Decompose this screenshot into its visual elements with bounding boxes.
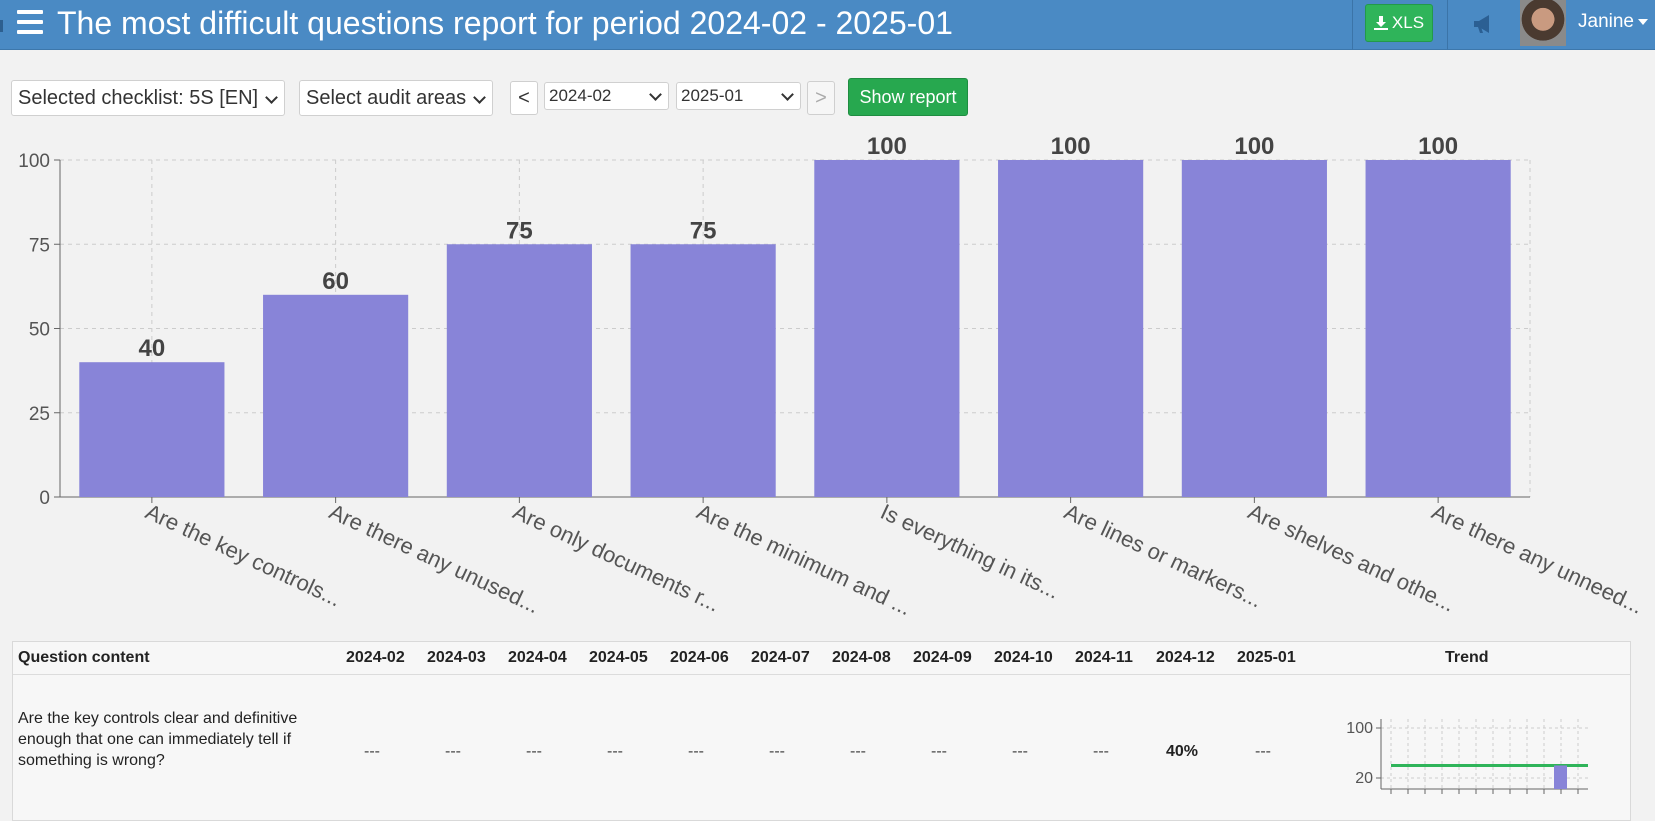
question-content-cell: Are the key controls clear and definitiv… (18, 710, 298, 769)
chevron-down-icon (1638, 18, 1648, 25)
x-tick-label: Are lines or markers... (1061, 499, 1267, 613)
sidebar-edge-indicator[interactable] (0, 20, 3, 32)
column-header: 2024-12 (1156, 649, 1215, 666)
table-cell: --- (1255, 743, 1271, 760)
checklist-select[interactable]: Selected checklist: 5S [EN] (11, 80, 286, 116)
top-navbar: The most difficult questions report for … (0, 0, 1655, 50)
table-cell: 40% (1165, 743, 1199, 760)
y-tick-label: 50 (29, 320, 50, 341)
xls-label: XLS (1391, 13, 1425, 32)
table-cell: --- (931, 743, 947, 760)
table-cell: --- (1093, 743, 1109, 760)
column-header: Question content (18, 649, 150, 666)
y-tick-label: 25 (29, 404, 50, 425)
table-cell: --- (1012, 743, 1028, 760)
column-header: 2024-11 (1075, 649, 1133, 666)
column-header: 2024-05 (589, 649, 648, 666)
download-icon (1373, 16, 1388, 30)
column-header: 2024-08 (832, 649, 891, 666)
show-report-button[interactable]: Show report (848, 78, 968, 116)
column-header: 2024-02 (346, 649, 405, 666)
xls-export-button[interactable]: XLS (1365, 4, 1433, 42)
audit-areas-select-value: Select audit areas (306, 87, 467, 109)
table-cell: --- (445, 743, 461, 760)
column-header: 2024-07 (751, 649, 810, 666)
x-tick-label: Are there any unneed... (1428, 499, 1647, 619)
bar (630, 244, 776, 497)
bar (1181, 160, 1327, 497)
user-menu[interactable]: Janine (1578, 11, 1648, 33)
avatar[interactable] (1520, 0, 1566, 46)
bar (446, 244, 592, 497)
bar-value-label: 100 (1234, 133, 1274, 160)
x-tick-label: Are the key controls... (142, 499, 345, 612)
period-from-value: 2024-02 (549, 86, 612, 105)
difficult-questions-bar-chart: 0 25 50 75 100 40 Are the key controls... 60 Are… (18, 133, 1647, 620)
y-tick-label: 100 (18, 151, 50, 172)
page-title: The most difficult questions report for … (57, 5, 953, 41)
navbar-divider (1447, 0, 1448, 50)
table-row: Are the key controls clear and definitiv… (13, 675, 1630, 815)
table-header: Question content 2024-02 2024-03 2024-04 202… (13, 642, 1630, 675)
hamburger-icon[interactable] (17, 10, 43, 34)
chevron-down-icon (649, 88, 662, 101)
period-to-select[interactable]: 2025-01 (676, 82, 801, 110)
column-header: 2024-04 (508, 649, 567, 666)
audit-areas-select[interactable]: Select audit areas (299, 80, 494, 116)
column-header: 2024-10 (994, 649, 1053, 666)
bar-value-label: 75 (506, 217, 533, 244)
user-name: Janine (1578, 11, 1634, 32)
bar-value-label: 60 (322, 268, 349, 295)
x-tick-label: Are shelves and othe... (1244, 499, 1459, 617)
bar-value-label: 100 (1418, 133, 1458, 160)
checklist-select-value: Selected checklist: 5S [EN] (18, 87, 259, 109)
period-to-value: 2025-01 (681, 86, 744, 105)
table-cell: --- (769, 743, 785, 760)
trend-bar (1554, 765, 1567, 789)
bar (1365, 160, 1511, 497)
bar-value-label: 40 (139, 335, 166, 362)
column-header: 2024-03 (427, 649, 486, 666)
trend-y-tick-label: 100 (1346, 720, 1373, 737)
trend-sparkline-chart: 100 20 (1346, 719, 1588, 794)
table-cell: --- (850, 743, 866, 760)
table-cell: --- (607, 743, 623, 760)
period-from-select[interactable]: 2024-02 (544, 82, 669, 110)
y-tick-label: 0 (39, 488, 50, 509)
chevron-down-icon (781, 88, 794, 101)
y-tick-label: 75 (29, 235, 50, 256)
column-header: Trend (1445, 649, 1489, 666)
table-cell: --- (364, 743, 380, 760)
navbar-divider (1352, 0, 1353, 50)
previous-period-button[interactable]: < (510, 81, 538, 115)
column-header: 2024-06 (670, 649, 729, 666)
bar (79, 362, 225, 497)
column-header: 2024-09 (913, 649, 972, 666)
column-header: 2025-01 (1237, 649, 1296, 666)
trend-y-tick-label: 20 (1355, 770, 1373, 787)
bar (263, 294, 409, 497)
bar (998, 160, 1144, 497)
table-cell: --- (526, 743, 542, 760)
chevron-down-icon (265, 91, 278, 104)
x-tick-label: Is everything in its... (877, 499, 1064, 604)
next-period-button[interactable]: > (807, 81, 835, 115)
bar-value-label: 75 (690, 217, 717, 244)
megaphone-icon[interactable] (1472, 13, 1496, 35)
bar-value-label: 100 (1051, 133, 1091, 160)
report-table: Question content 2024-02 2024-03 2024-04 202… (12, 641, 1631, 821)
table-cell: --- (688, 743, 704, 760)
bar (814, 160, 960, 497)
chevron-down-icon (473, 91, 486, 104)
bar-value-label: 100 (867, 133, 907, 160)
